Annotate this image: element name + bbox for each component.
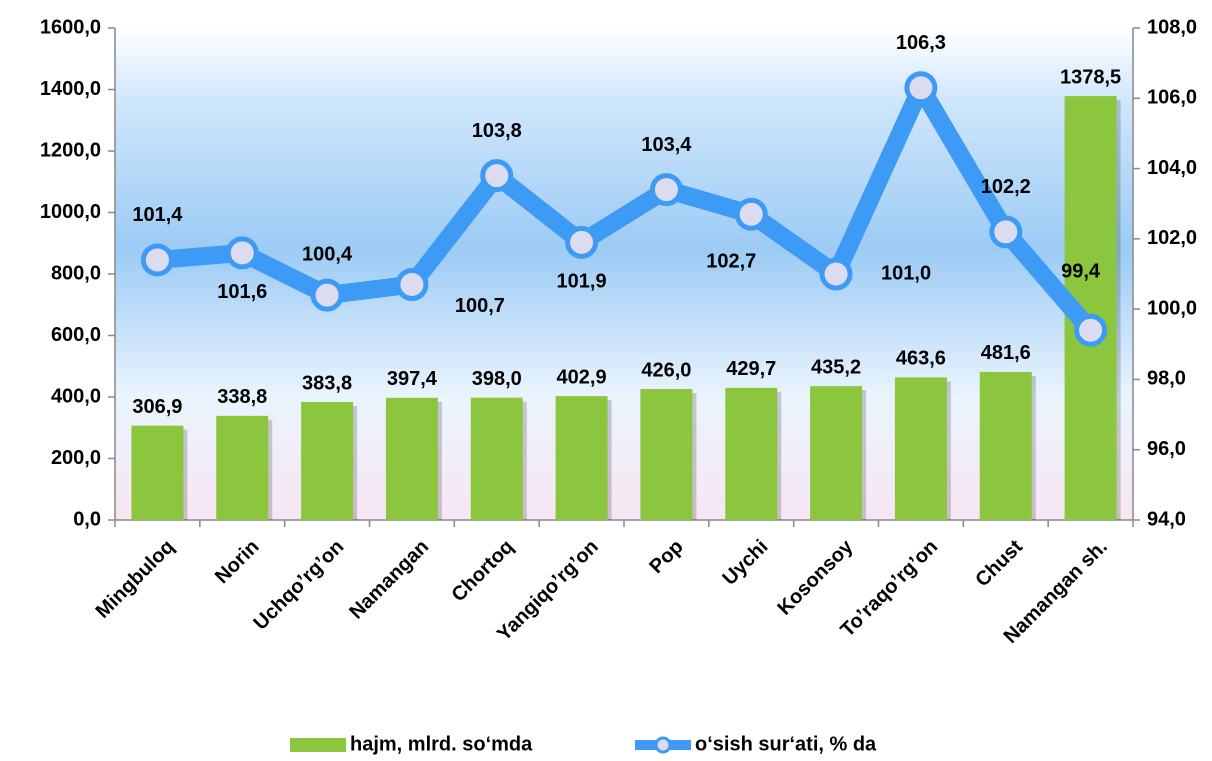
legend-swatch [654, 736, 672, 754]
line-value-label: 103,8 [472, 120, 522, 142]
bar [470, 397, 523, 520]
y2-tick-label: 102,0 [1147, 227, 1197, 249]
legend-label: o‘sish sur‘ati, % da [695, 733, 877, 755]
line-marker [819, 257, 853, 291]
y-tick-label: 1400,0 [40, 78, 101, 100]
y-tick-label: 1600,0 [40, 16, 101, 38]
y-tick-label: 1200,0 [40, 139, 101, 161]
bar-value-label: 435,2 [811, 356, 861, 378]
line-value-label: 100,4 [302, 243, 353, 265]
bar [979, 371, 1032, 520]
x-tick-label: Namangan [345, 536, 433, 624]
x-tick-label: Norin [211, 536, 263, 588]
x-tick-label: Chortoq [447, 536, 518, 607]
bar-value-label: 463,6 [896, 348, 946, 370]
bar-value-label: 397,4 [387, 368, 438, 390]
y2-tick-label: 98,0 [1147, 368, 1186, 390]
bar [301, 401, 354, 520]
x-tick-label: Uychi [718, 536, 772, 590]
y2-tick-label: 94,0 [1147, 508, 1186, 530]
line-marker [480, 159, 514, 193]
bar [640, 389, 693, 520]
bar-value-label: 1378,5 [1060, 66, 1121, 88]
bar-value-label: 426,0 [641, 359, 691, 381]
y2-tick-label: 104,0 [1147, 157, 1197, 179]
bar [725, 387, 778, 520]
y2-tick-label: 96,0 [1147, 438, 1186, 460]
line-value-label: 100,7 [455, 295, 505, 317]
bar [131, 425, 184, 520]
y-tick-label: 600,0 [51, 324, 101, 346]
line-value-label: 101,6 [217, 281, 267, 303]
bar-value-label: 398,0 [472, 368, 522, 390]
legend-swatch [290, 738, 346, 752]
line-value-label: 103,4 [641, 134, 692, 156]
line-value-label: 101,0 [881, 262, 931, 284]
y-tick-label: 800,0 [51, 262, 101, 284]
bar-value-label: 383,8 [302, 372, 352, 394]
line-marker [649, 173, 683, 207]
bar-value-label: 306,9 [132, 396, 182, 418]
y2-tick-label: 108,0 [1147, 16, 1197, 38]
line-value-label: 102,7 [706, 251, 756, 273]
line-marker [140, 243, 174, 277]
line-value-label: 101,4 [132, 204, 183, 226]
y-tick-label: 1000,0 [40, 201, 101, 223]
line-marker [989, 215, 1023, 249]
line-value-label: 101,9 [557, 271, 607, 293]
line-marker [734, 197, 768, 231]
legend-label: hajm, mlrd. so‘mda [350, 733, 533, 755]
bar [216, 415, 269, 520]
line-marker [1074, 313, 1108, 347]
x-tick-label: Chust [971, 535, 1027, 591]
bar [555, 396, 608, 520]
y-tick-label: 200,0 [51, 447, 101, 469]
line-value-label: 102,2 [981, 176, 1031, 198]
x-tick-label: Pop [645, 536, 687, 578]
bar [894, 377, 947, 520]
x-tick-label: Kosonsoy [773, 535, 858, 620]
bar-value-label: 338,8 [217, 386, 267, 408]
y-tick-label: 0,0 [73, 508, 101, 530]
bar-value-label: 429,7 [726, 358, 776, 380]
y2-tick-label: 100,0 [1147, 297, 1197, 319]
line-marker [395, 268, 429, 302]
x-tick-label: Uchqo’rg’on [250, 536, 349, 635]
line-marker [904, 71, 938, 105]
bar [385, 397, 438, 520]
line-value-label: 106,3 [896, 32, 946, 54]
bar-value-label: 402,9 [557, 366, 607, 388]
bar [810, 386, 863, 520]
line-value-label: 99,4 [1061, 261, 1101, 283]
line-marker [225, 236, 259, 270]
x-tick-label: Mingbuloq [92, 536, 179, 623]
line-marker [565, 225, 599, 259]
bar-value-label: 481,6 [981, 342, 1031, 364]
y2-tick-label: 106,0 [1147, 87, 1197, 109]
y-tick-label: 400,0 [51, 385, 101, 407]
line-marker [310, 278, 344, 312]
